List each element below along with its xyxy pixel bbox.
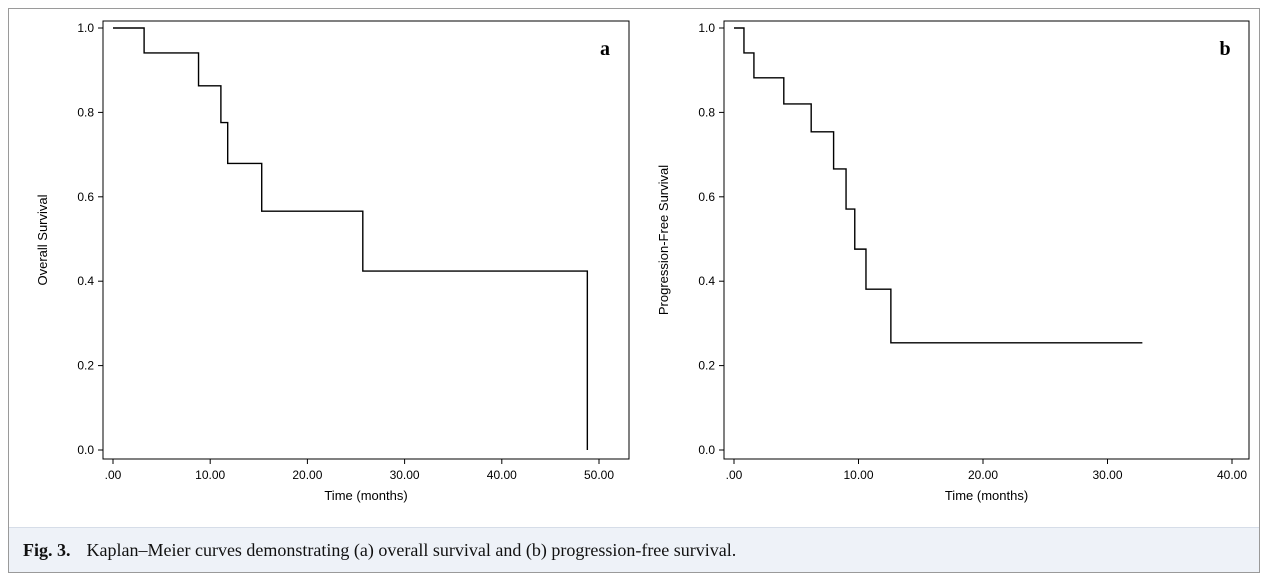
- caption-text: Kaplan–Meier curves demonstrating (a) ov…: [86, 539, 737, 560]
- y-tick-label: 1.0: [698, 21, 715, 35]
- x-tick-label: 40.00: [1217, 468, 1247, 482]
- survival-step-line: [113, 27, 589, 450]
- chart-panel-a: 0.0 0.2 0.4 0.6 0.8 1.0 .00 10.00 20.00 30.00 40.0…: [35, 20, 630, 503]
- x-tick-label: 50.00: [584, 468, 614, 482]
- x-axis-label: Time (months): [324, 488, 407, 503]
- y-tick-label: 0.6: [77, 190, 94, 204]
- y-tick-label: 0.8: [77, 105, 94, 119]
- x-tick-label: 40.00: [487, 468, 517, 482]
- y-tick-label: 0.6: [698, 190, 715, 204]
- y-tick-label: 0.4: [77, 274, 94, 288]
- figure-caption: Fig. 3. Kaplan–Meier curves demonstratin…: [9, 527, 1259, 572]
- chart-panel-b: 0.0 0.2 0.4 0.6 0.8 1.0 .00 10.00 20.00 30.00 40.0…: [656, 20, 1250, 503]
- y-axis-label: Progression-Free Survival: [656, 165, 671, 315]
- caption-label: Fig. 3.: [23, 539, 71, 560]
- x-tick-label: 10.00: [843, 468, 873, 482]
- x-tick-label: .00: [726, 468, 743, 482]
- figure-frame: 0.0 0.2 0.4 0.6 0.8 1.0 .00 10.00 20.00 30.00 40.0…: [8, 8, 1260, 573]
- x-tick-label: 30.00: [1092, 468, 1122, 482]
- charts-canvas: 0.0 0.2 0.4 0.6 0.8 1.0 .00 10.00 20.00 30.00 40.0…: [35, 20, 1250, 503]
- x-tick-label: 30.00: [390, 468, 420, 482]
- y-tick-label: 0.8: [698, 105, 715, 119]
- survival-step-line: [734, 27, 1143, 344]
- y-axis-label: Overall Survival: [35, 194, 50, 285]
- panel-letter: a: [600, 38, 610, 60]
- x-axis-label: Time (months): [945, 488, 1028, 503]
- x-tick-label: 10.00: [195, 468, 225, 482]
- panel-letter: b: [1219, 38, 1230, 60]
- y-tick-label: 0.4: [698, 274, 715, 288]
- x-tick-label: .00: [105, 468, 122, 482]
- y-tick-label: 1.0: [77, 21, 94, 35]
- plot-frame: [102, 20, 630, 460]
- x-tick-label: 20.00: [292, 468, 322, 482]
- y-tick-label: 0.0: [698, 443, 715, 457]
- plot-frame: [723, 20, 1250, 460]
- x-tick-label: 20.00: [968, 468, 998, 482]
- y-tick-label: 0.2: [77, 359, 94, 373]
- y-tick-label: 0.2: [698, 359, 715, 373]
- y-tick-label: 0.0: [77, 443, 94, 457]
